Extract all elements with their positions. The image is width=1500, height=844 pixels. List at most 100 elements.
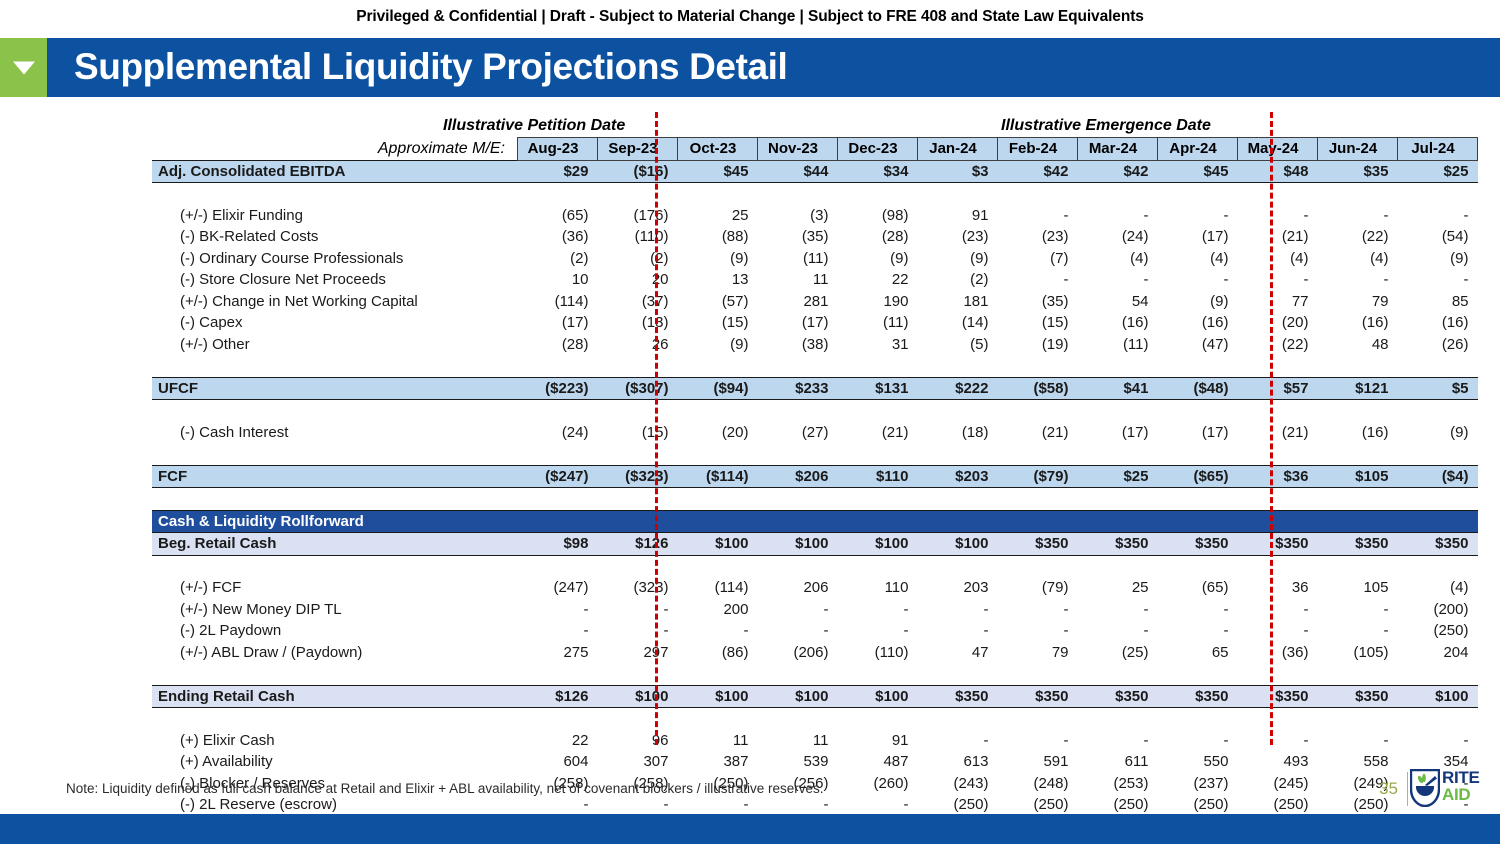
table-cell: -	[1237, 598, 1318, 620]
table-cell: $350	[1317, 684, 1398, 708]
table-cell: $350	[1397, 532, 1478, 556]
table-cell: -	[517, 794, 598, 816]
table-cell: 387	[677, 751, 758, 773]
table-cell: 354	[1397, 751, 1478, 773]
table-cell: 611	[1077, 751, 1158, 773]
table-cell: ($65)	[1157, 464, 1238, 488]
table-row: (+) Elixir Cash 22 96 11 11 91- - - - - - -	[152, 729, 1478, 751]
table-cell: (11)	[837, 312, 918, 334]
table-cell: $29	[517, 159, 598, 183]
table-cell: 206	[757, 577, 838, 599]
table-cell: $350	[1157, 532, 1238, 556]
table-cell: (250)	[1397, 620, 1478, 642]
table-cell: (57)	[677, 290, 758, 312]
table-cell: $100	[837, 684, 918, 708]
row-label: (+/-) Elixir Funding	[152, 204, 518, 226]
row-label: (-) Capex	[152, 312, 518, 334]
table-cell: 22	[517, 729, 598, 751]
row-label: (+) Elixir Cash	[152, 729, 518, 751]
table-cell: -	[757, 620, 838, 642]
table-cell: -	[997, 269, 1078, 291]
table-row: (-) Cash Interest (24) (15) (20) (27) (21) (18…	[152, 421, 1478, 443]
table-cell: (245)	[1237, 772, 1318, 794]
table-cell: (65)	[1157, 577, 1238, 599]
row-label: Ending Retail Cash	[152, 684, 518, 708]
table-cell: ($307)	[597, 376, 678, 400]
table-cell: (25)	[1077, 641, 1158, 663]
table-cell: 36	[1237, 577, 1318, 599]
row-spacer-cell	[152, 399, 1478, 422]
table-cell: (250)	[1237, 794, 1318, 816]
table-header: Approximate M/E: Aug-23 Sep-23 Oct-23 Nov-2…	[152, 137, 1478, 161]
table-cell: ($114)	[677, 464, 758, 488]
table-cell: -	[1077, 204, 1158, 226]
table-cell: (9)	[1157, 290, 1238, 312]
table-cell: (11)	[757, 247, 838, 269]
table-cell: 613	[917, 751, 998, 773]
row-label: (+/-) ABL Draw / (Paydown)	[152, 641, 518, 663]
table-cell: (88)	[677, 226, 758, 248]
table-cell: (79)	[997, 577, 1078, 599]
table-cell: $110	[837, 464, 918, 488]
section-band-fill	[517, 509, 1478, 533]
table-cell: (4)	[1317, 247, 1398, 269]
column-header-feb-24: Feb-24	[997, 137, 1078, 161]
row-label: (-) 2L Reserve (escrow)	[152, 794, 518, 816]
table-cell: (110)	[597, 226, 678, 248]
table-cell: 47	[917, 641, 998, 663]
table-cell: 591	[997, 751, 1078, 773]
table-row: (+/-) Elixir Funding (65) (176) 25 (3) (98) 91…	[152, 204, 1478, 226]
table-cell: (9)	[837, 247, 918, 269]
table-cell: (20)	[677, 421, 758, 443]
row-label: (-) BK-Related Costs	[152, 226, 518, 248]
table-cell: (16)	[1317, 421, 1398, 443]
table-cell: $35	[1317, 159, 1398, 183]
table-cell: $100	[917, 532, 998, 556]
column-header-apr-24: Apr-24	[1157, 137, 1238, 161]
table-cell: $36	[1237, 464, 1318, 488]
row-label: (+) Availability	[152, 751, 518, 773]
table-cell: -	[1397, 729, 1478, 751]
table-cell: $45	[1157, 159, 1238, 183]
table-cell: $350	[1157, 684, 1238, 708]
table-cell: (5)	[917, 333, 998, 355]
logo-text-aid: AID	[1442, 785, 1471, 804]
table-cell: ($4)	[1397, 464, 1478, 488]
row-label: (+/-) Change in Net Working Capital	[152, 290, 518, 312]
table-cell: $44	[757, 159, 838, 183]
title-bar	[0, 38, 1500, 97]
table-cell: (14)	[917, 312, 998, 334]
table-cell: -	[517, 620, 598, 642]
table-cell: (250)	[1317, 794, 1398, 816]
table-cell: (36)	[517, 226, 598, 248]
table-cell: (2)	[917, 269, 998, 291]
table-cell: 10	[517, 269, 598, 291]
table-cell: 11	[757, 269, 838, 291]
table-cell: (250)	[1077, 794, 1158, 816]
column-header-dec-23: Dec-23	[837, 137, 918, 161]
row-spacer-cell	[152, 182, 1478, 205]
table-cell: $100	[837, 532, 918, 556]
table-cell: $100	[1397, 684, 1478, 708]
table-cell: 13	[677, 269, 758, 291]
table-cell: 48	[1317, 333, 1398, 355]
table-cell: (24)	[517, 421, 598, 443]
table-cell: (4)	[1157, 247, 1238, 269]
table-cell: (258)	[517, 772, 598, 794]
row-spacer	[152, 182, 1478, 205]
table-row: (-) Capex (17) (13) (15) (17) (11) (14) (15) (16…	[152, 312, 1478, 334]
table-row: (-) 2L Paydown - - - - - - - - - - - (250)	[152, 620, 1478, 642]
logo-text-rite: RITE	[1442, 768, 1480, 787]
logo-divider	[1407, 772, 1408, 806]
table-cell: -	[997, 598, 1078, 620]
table-row: (+/-) ABL Draw / (Paydown) 275 297 (86) (206…	[152, 641, 1478, 663]
table-cell: -	[677, 794, 758, 816]
table-cell: 190	[837, 290, 918, 312]
table-cell: ($79)	[997, 464, 1078, 488]
table-cell: (114)	[517, 290, 598, 312]
table-cell: (37)	[597, 290, 678, 312]
table-cell: $25	[1397, 159, 1478, 183]
table-cell: -	[1317, 269, 1398, 291]
table-cell: (16)	[1077, 312, 1158, 334]
table-cell: 110	[837, 577, 918, 599]
